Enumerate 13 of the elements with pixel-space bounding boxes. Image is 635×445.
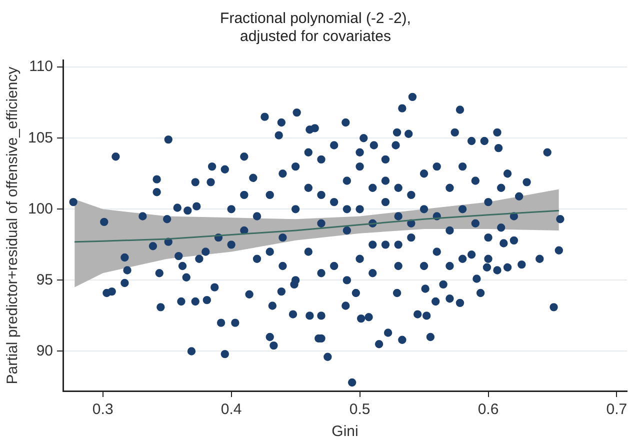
- x-tick-label: 0.4: [220, 401, 242, 418]
- x-tick-label: 0.3: [92, 401, 114, 418]
- y-tick-label: 95: [36, 271, 54, 288]
- y-axis-title: Partial predictor+residual of offensive_efficiency: [4, 66, 22, 384]
- y-tick-label: 90: [36, 342, 54, 360]
- x-tick-label: 0.6: [478, 401, 499, 418]
- y-tick-label: 100: [28, 200, 54, 218]
- x-axis-title: Gini: [332, 423, 358, 440]
- y-tick-label: 105: [28, 129, 54, 146]
- chart-title: Fractional polynomial (-2 -2), adjusted for covariates: [220, 10, 411, 46]
- y-tick-label: 110: [29, 58, 54, 76]
- x-tick-label: 0.7: [606, 401, 628, 418]
- x-tick-label: 0.5: [349, 401, 370, 418]
